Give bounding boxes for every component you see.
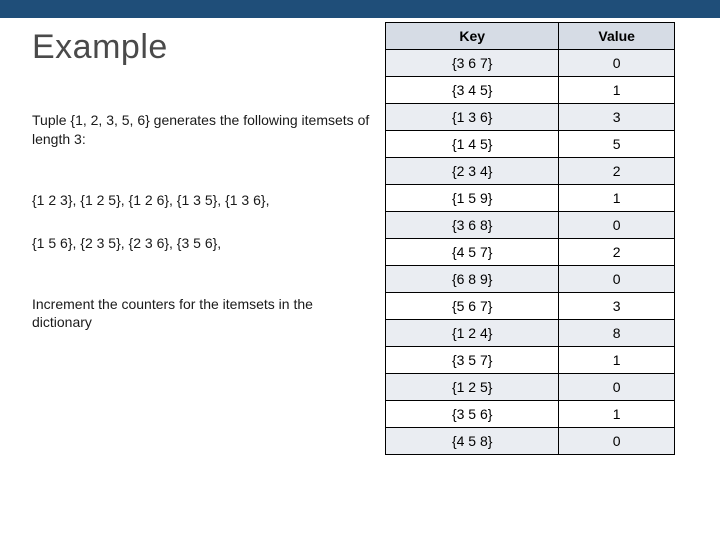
cell-value: 1 (559, 185, 675, 212)
cell-value: 2 (559, 239, 675, 266)
table-row: {3 6 8}0 (386, 212, 675, 239)
cell-key: {3 5 6} (386, 401, 559, 428)
cell-key: {1 3 6} (386, 104, 559, 131)
cell-value: 2 (559, 158, 675, 185)
column-header-key: Key (386, 23, 559, 50)
itemset-table: Key Value {3 6 7}0{3 4 5}1{1 3 6}3{1 4 5… (385, 22, 675, 455)
table-row: {3 6 7}0 (386, 50, 675, 77)
cell-value: 0 (559, 50, 675, 77)
cell-key: {1 2 4} (386, 320, 559, 347)
cell-key: {4 5 7} (386, 239, 559, 266)
cell-key: {3 4 5} (386, 77, 559, 104)
cell-value: 0 (559, 428, 675, 455)
table-row: {4 5 8}0 (386, 428, 675, 455)
cell-value: 0 (559, 212, 675, 239)
cell-key: {1 5 9} (386, 185, 559, 212)
table-row: {3 4 5}1 (386, 77, 675, 104)
cell-value: 1 (559, 347, 675, 374)
cell-key: {3 6 7} (386, 50, 559, 77)
cell-key: {1 4 5} (386, 131, 559, 158)
cell-value: 0 (559, 374, 675, 401)
table-row: {1 2 4}8 (386, 320, 675, 347)
slide-content: Example Tuple {1, 2, 3, 5, 6} generates … (0, 18, 720, 455)
cell-key: {2 3 4} (386, 158, 559, 185)
cell-value: 5 (559, 131, 675, 158)
cell-key: {3 6 8} (386, 212, 559, 239)
table-row: {1 4 5}5 (386, 131, 675, 158)
left-column: Example Tuple {1, 2, 3, 5, 6} generates … (0, 18, 385, 455)
cell-key: {3 5 7} (386, 347, 559, 374)
page-title: Example (32, 28, 375, 67)
table-row: {2 3 4}2 (386, 158, 675, 185)
right-column: Key Value {3 6 7}0{3 4 5}1{1 3 6}3{1 4 5… (385, 18, 675, 455)
table-row: {1 3 6}3 (386, 104, 675, 131)
table-row: {3 5 6}1 (386, 401, 675, 428)
cell-value: 0 (559, 266, 675, 293)
cell-key: {5 6 7} (386, 293, 559, 320)
cell-value: 1 (559, 77, 675, 104)
table-row: {1 2 5}0 (386, 374, 675, 401)
cell-value: 3 (559, 293, 675, 320)
intro-paragraph: Tuple {1, 2, 3, 5, 6} generates the foll… (32, 111, 375, 149)
cell-value: 8 (559, 320, 675, 347)
table-row: {6 8 9}0 (386, 266, 675, 293)
itemsets-line-2: {1 5 6}, {2 3 5}, {2 3 6}, {3 5 6}, (32, 234, 375, 253)
table-row: {5 6 7}3 (386, 293, 675, 320)
table-row: {1 5 9}1 (386, 185, 675, 212)
itemsets-line-1: {1 2 3}, {1 2 5}, {1 2 6}, {1 3 5}, {1 3… (32, 191, 375, 210)
cell-key: {4 5 8} (386, 428, 559, 455)
column-header-value: Value (559, 23, 675, 50)
cell-value: 1 (559, 401, 675, 428)
cell-value: 3 (559, 104, 675, 131)
table-header-row: Key Value (386, 23, 675, 50)
instruction-paragraph: Increment the counters for the itemsets … (32, 295, 375, 333)
top-accent-bar (0, 0, 720, 18)
cell-key: {6 8 9} (386, 266, 559, 293)
table-row: {3 5 7}1 (386, 347, 675, 374)
table-row: {4 5 7}2 (386, 239, 675, 266)
cell-key: {1 2 5} (386, 374, 559, 401)
